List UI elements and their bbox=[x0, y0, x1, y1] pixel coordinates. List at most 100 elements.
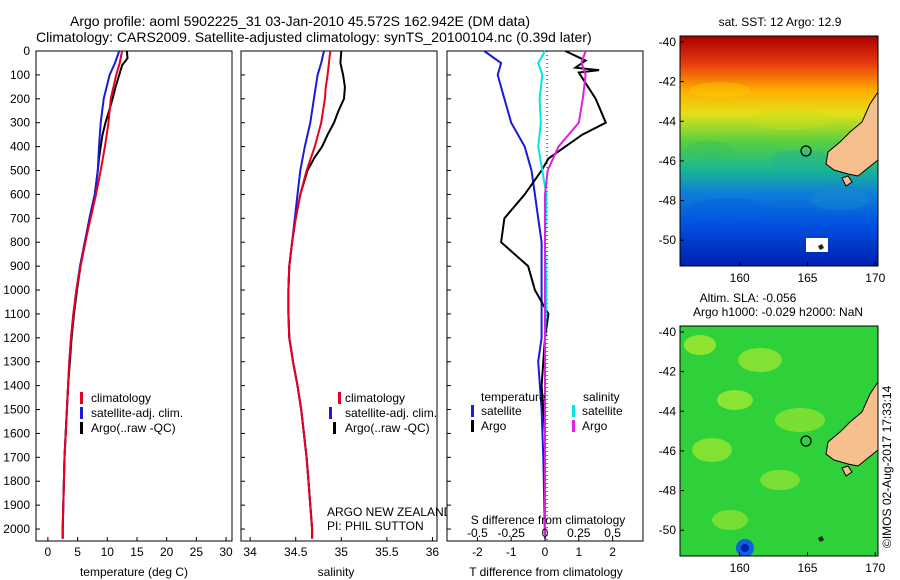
temperature-xlabel: temperature (deg C) bbox=[80, 565, 188, 579]
x-tick-label: 1 bbox=[575, 545, 582, 559]
lat-tick-label: -44 bbox=[659, 114, 677, 128]
depth-tick-label: 600 bbox=[10, 187, 30, 201]
sla-map: Altim. SLA: -0.056 Argo h1000: -0.029 h2… bbox=[659, 291, 886, 575]
x-tick-label: 35.5 bbox=[375, 545, 399, 559]
x-tick-label: 34.5 bbox=[284, 545, 308, 559]
lat-tick-label: -50 bbox=[659, 233, 677, 247]
title-line-2: Climatology: CARS2009. Satellite-adjuste… bbox=[36, 29, 592, 45]
x-tick-label: 36 bbox=[426, 545, 440, 559]
legend-salinity-header: salinity bbox=[583, 390, 620, 404]
depth-tick-label: 400 bbox=[10, 140, 30, 154]
lon-tick-label: 165 bbox=[797, 271, 817, 285]
lat-tick-label: -50 bbox=[659, 523, 677, 537]
salinity-argo-diff-line bbox=[544, 50, 587, 539]
lat-tick-label: -46 bbox=[659, 444, 677, 458]
sla-texture bbox=[684, 335, 825, 556]
series-climatology-line bbox=[61, 50, 124, 539]
lon-tick-label: 160 bbox=[730, 271, 750, 285]
depth-tick-label: 2000 bbox=[3, 522, 30, 536]
legend-climatology: climatology bbox=[91, 391, 151, 405]
title-line-1: Argo profile: aoml 5902225_31 03-Jan-201… bbox=[70, 13, 530, 29]
argo-position-marker bbox=[800, 435, 812, 447]
x-tick-label: 15 bbox=[130, 545, 144, 559]
depth-tick-label: 1900 bbox=[3, 498, 30, 512]
temperature-axes bbox=[35, 50, 233, 542]
depth-tick-label: 1400 bbox=[3, 379, 30, 393]
depth-tick-label: 900 bbox=[10, 259, 30, 273]
depth-tick-label: 1500 bbox=[3, 403, 30, 417]
sst-map: sat. SST: 12 Argo: 12.9 160 165 170 -40 -42 -… bbox=[659, 15, 886, 285]
annotation-line-2: PI: PHIL SUTTON bbox=[327, 519, 424, 533]
imos-credit: ©IMOS 02-Aug-2017 17:33:14 bbox=[880, 385, 894, 548]
x-tick-label: 25 bbox=[190, 545, 204, 559]
depth-tick-label: 1200 bbox=[3, 331, 30, 345]
s-diff-tick-label: -0.25 bbox=[498, 526, 526, 540]
depth-tick-label: 200 bbox=[10, 92, 30, 106]
lat-tick-label: -40 bbox=[659, 325, 677, 339]
legend-satellite-adj: satellite-adj. clim. bbox=[91, 406, 183, 420]
legend-argo: Argo(..raw -QC) bbox=[91, 421, 176, 435]
depth-tick-label: 800 bbox=[10, 235, 30, 249]
lon-tick-label: 160 bbox=[730, 561, 750, 575]
lat-tick-label: -40 bbox=[659, 35, 677, 49]
s-diff-tick-label: 0.5 bbox=[604, 526, 621, 540]
temperature-satellite-diff-line bbox=[483, 50, 546, 539]
lon-tick-label: 170 bbox=[865, 561, 885, 575]
argo-position-marker bbox=[800, 145, 812, 157]
x-tick-label: 0 bbox=[542, 545, 549, 559]
x-tick-label: 2 bbox=[609, 545, 616, 559]
legend-temp-satellite: satellite bbox=[481, 404, 522, 418]
sst-map-frame bbox=[679, 35, 879, 267]
x-tick-label: 0 bbox=[45, 545, 52, 559]
depth-tick-label: 500 bbox=[10, 164, 30, 178]
legend-temp-argo: Argo bbox=[481, 419, 507, 433]
depth-tick-label: 1000 bbox=[3, 283, 30, 297]
salinity-legend: climatology satellite-adj. clim. Argo(..… bbox=[329, 391, 437, 435]
temperature-legend: climatology satellite-adj. clim. Argo(..… bbox=[80, 391, 183, 435]
t-diff-xlabel: T difference from climatology bbox=[469, 565, 623, 579]
depth-tick-label: 1600 bbox=[3, 426, 30, 440]
depth-tick-label: 300 bbox=[10, 116, 30, 130]
legend-sal-argo: Argo bbox=[582, 419, 608, 433]
temperature-panel: temperature (deg C) climatology satellit… bbox=[3, 44, 233, 579]
difference-legend: temperature salinity satellite Argo sate… bbox=[471, 390, 623, 433]
s-diff-tick-label: -0.5 bbox=[467, 526, 488, 540]
x-tick-label: 20 bbox=[160, 545, 174, 559]
depth-tick-label: 100 bbox=[10, 68, 30, 82]
south-island-shape bbox=[825, 381, 878, 467]
depth-tick-label: 1700 bbox=[3, 450, 30, 464]
depth-tick-label: 0 bbox=[23, 44, 30, 58]
lat-tick-label: -48 bbox=[659, 194, 677, 208]
sst-map-title: sat. SST: 12 Argo: 12.9 bbox=[719, 15, 842, 29]
depth-tick-label: 1300 bbox=[3, 355, 30, 369]
series-climatology-line bbox=[287, 50, 332, 539]
lon-tick-label: 170 bbox=[865, 271, 885, 285]
x-tick-label: -1 bbox=[506, 545, 517, 559]
salinity-xlabel: salinity bbox=[318, 565, 355, 579]
s-diff-tick-label: 0 bbox=[542, 526, 549, 540]
depth-tick-label: 700 bbox=[10, 211, 30, 225]
snares-island-shape bbox=[818, 244, 824, 250]
lon-tick-label: 165 bbox=[797, 561, 817, 575]
legend-sal-satellite: satellite bbox=[582, 404, 623, 418]
salinity-panel: salinity climatology satellite-adj. clim… bbox=[240, 50, 453, 579]
s-diff-ticks: -0.5 -0.25 0 0.25 0.5 bbox=[467, 526, 621, 540]
sla-map-frame bbox=[679, 325, 879, 557]
legend-temperature-header: temperature bbox=[481, 390, 546, 404]
sla-map-title-2: Argo h1000: -0.029 h2000: NaN bbox=[693, 305, 863, 319]
lat-tick-label: -46 bbox=[659, 154, 677, 168]
x-tick-label: 5 bbox=[74, 545, 81, 559]
s-diff-tick-label: 0.25 bbox=[567, 526, 591, 540]
legend-climatology: climatology bbox=[345, 391, 405, 405]
stewart-island-shape bbox=[841, 175, 853, 187]
x-tick-label: 10 bbox=[101, 545, 115, 559]
sst-texture bbox=[685, 82, 870, 222]
s-diff-label: S difference from climatology bbox=[471, 513, 626, 527]
x-tick-label: -2 bbox=[472, 545, 483, 559]
depth-tick-label: 1100 bbox=[4, 307, 30, 321]
snares-island-shape bbox=[818, 536, 824, 542]
x-tick-label: 35 bbox=[335, 545, 349, 559]
stewart-island-shape bbox=[841, 465, 853, 477]
x-tick-label: 30 bbox=[219, 545, 233, 559]
